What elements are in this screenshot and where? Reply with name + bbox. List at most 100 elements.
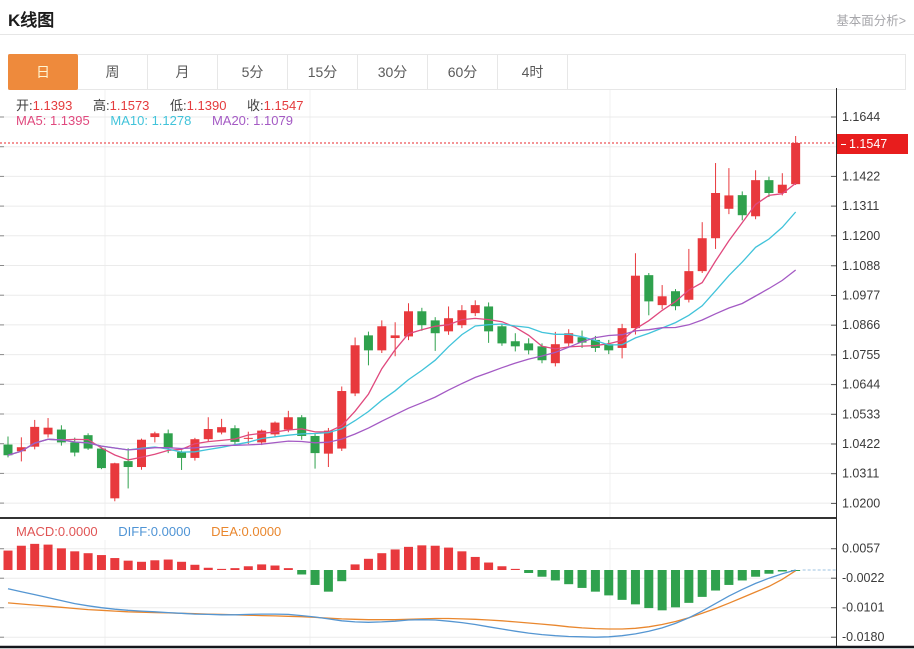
y-axis-label: 1.1088	[842, 259, 880, 273]
candle-body	[310, 435, 320, 454]
period-tabs: 日周月 5分 15分 30分 60分 4时	[8, 54, 906, 90]
y-axis-label: 1.1422	[842, 169, 880, 183]
macd-bar	[497, 566, 507, 570]
macd-bar	[484, 562, 494, 570]
candle-body	[230, 428, 240, 442]
tab-period-0[interactable]: 日	[8, 54, 78, 90]
macd-axis-label: -0.0022	[842, 571, 884, 585]
candle-body	[404, 311, 413, 337]
ohlc-open: 开:1.1393	[16, 98, 73, 113]
y-axis-label: 1.0311	[842, 467, 879, 481]
macd-bar	[524, 570, 534, 573]
candle-body	[137, 439, 146, 468]
macd-bar	[56, 548, 66, 570]
macd-bar	[217, 568, 227, 570]
candle-body	[417, 311, 427, 326]
diff-value: DIFF:0.0000	[118, 524, 191, 539]
candle-body	[737, 195, 747, 216]
candle-body	[110, 463, 120, 499]
y-axis-label: 1.0866	[842, 318, 880, 332]
candle-body	[510, 341, 520, 347]
macd-row: MACD:0.0000 DIFF:0.0000 DEA:0.0000	[16, 524, 298, 539]
candle-body	[617, 328, 627, 348]
candle-body	[657, 296, 667, 306]
candle-body	[190, 439, 200, 458]
tab-period-7[interactable]: 4时	[498, 55, 568, 89]
macd-bar	[430, 545, 440, 570]
candle-body	[217, 427, 227, 433]
macd-bar	[203, 567, 213, 570]
candle-body	[363, 335, 373, 351]
candle-body	[497, 326, 507, 344]
diff-line	[7, 569, 796, 638]
ma10-value: MA10: 1.1278	[110, 113, 192, 128]
y-axis-label: 1.1200	[842, 229, 880, 243]
candle-body	[203, 429, 213, 440]
candle-body	[684, 271, 694, 300]
candle-body	[377, 326, 387, 351]
candle-body	[283, 417, 293, 430]
macd-bar	[363, 558, 373, 570]
tab-period-1[interactable]: 周	[78, 55, 148, 89]
macd-bar	[230, 568, 240, 570]
macd-axis-label: -0.0180	[842, 630, 884, 644]
macd-bar	[43, 544, 53, 570]
candle-body	[671, 291, 680, 307]
macd-bar	[777, 570, 787, 572]
macd-bar	[270, 565, 280, 570]
macd-bar	[671, 570, 680, 608]
page-title: K线图	[8, 11, 55, 30]
macd-bar	[16, 545, 26, 570]
macd-bar	[590, 570, 600, 592]
macd-bar	[96, 555, 106, 570]
candle-body	[764, 180, 774, 193]
tab-period-5[interactable]: 30分	[358, 55, 428, 89]
macd-bar	[283, 568, 293, 570]
y-axis-label: 1.0644	[842, 378, 880, 392]
macd-bar	[163, 559, 173, 570]
macd-bar	[323, 570, 333, 592]
macd-bar	[83, 553, 93, 570]
macd-bar	[751, 570, 761, 577]
candle-body	[457, 310, 467, 326]
macd-bar	[657, 570, 667, 611]
tab-period-6[interactable]: 60分	[428, 55, 498, 89]
candle-body	[43, 427, 53, 435]
macd-bar	[737, 570, 747, 581]
y-axis-label: 1.0755	[842, 348, 880, 362]
candle-body	[96, 448, 106, 469]
macd-bar	[297, 570, 307, 575]
candle-body	[70, 442, 80, 453]
candle-body	[484, 306, 494, 332]
candle-body	[83, 435, 93, 449]
macd-bar	[550, 570, 560, 581]
ma20-line	[7, 269, 797, 456]
macd-bar	[3, 550, 13, 570]
candle-body	[257, 430, 267, 443]
candle-body	[163, 433, 173, 449]
macd-bar	[377, 553, 387, 570]
tab-period-2[interactable]: 月	[148, 55, 218, 89]
candle-body	[3, 444, 13, 456]
macd-bar	[404, 546, 413, 570]
candle-body	[56, 429, 66, 443]
ohlc-close: 收:1.1547	[247, 98, 304, 113]
tab-period-3[interactable]: 5分	[218, 55, 288, 89]
candle-body	[550, 344, 560, 364]
macd-bar	[577, 570, 587, 588]
tab-period-4[interactable]: 15分	[288, 55, 358, 89]
candle-body	[604, 344, 614, 351]
ohlc-row: 开:1.1393 高:1.1573 低:1.1390 收:1.1547	[16, 95, 320, 114]
macd-bar	[123, 560, 133, 570]
dea-line	[7, 570, 797, 630]
header-divider	[0, 34, 914, 35]
candle-body	[123, 461, 133, 468]
y-axis-label: 1.0533	[842, 407, 880, 421]
ma20-value: MA20: 1.1079	[211, 113, 293, 128]
macd-axis-label: -0.0101	[842, 601, 884, 615]
macd-bar	[457, 551, 467, 570]
fundamental-analysis-link[interactable]: 基本面分析>	[836, 14, 906, 28]
candle-body	[270, 422, 280, 435]
ohlc-low: 低:1.1390	[170, 98, 227, 113]
